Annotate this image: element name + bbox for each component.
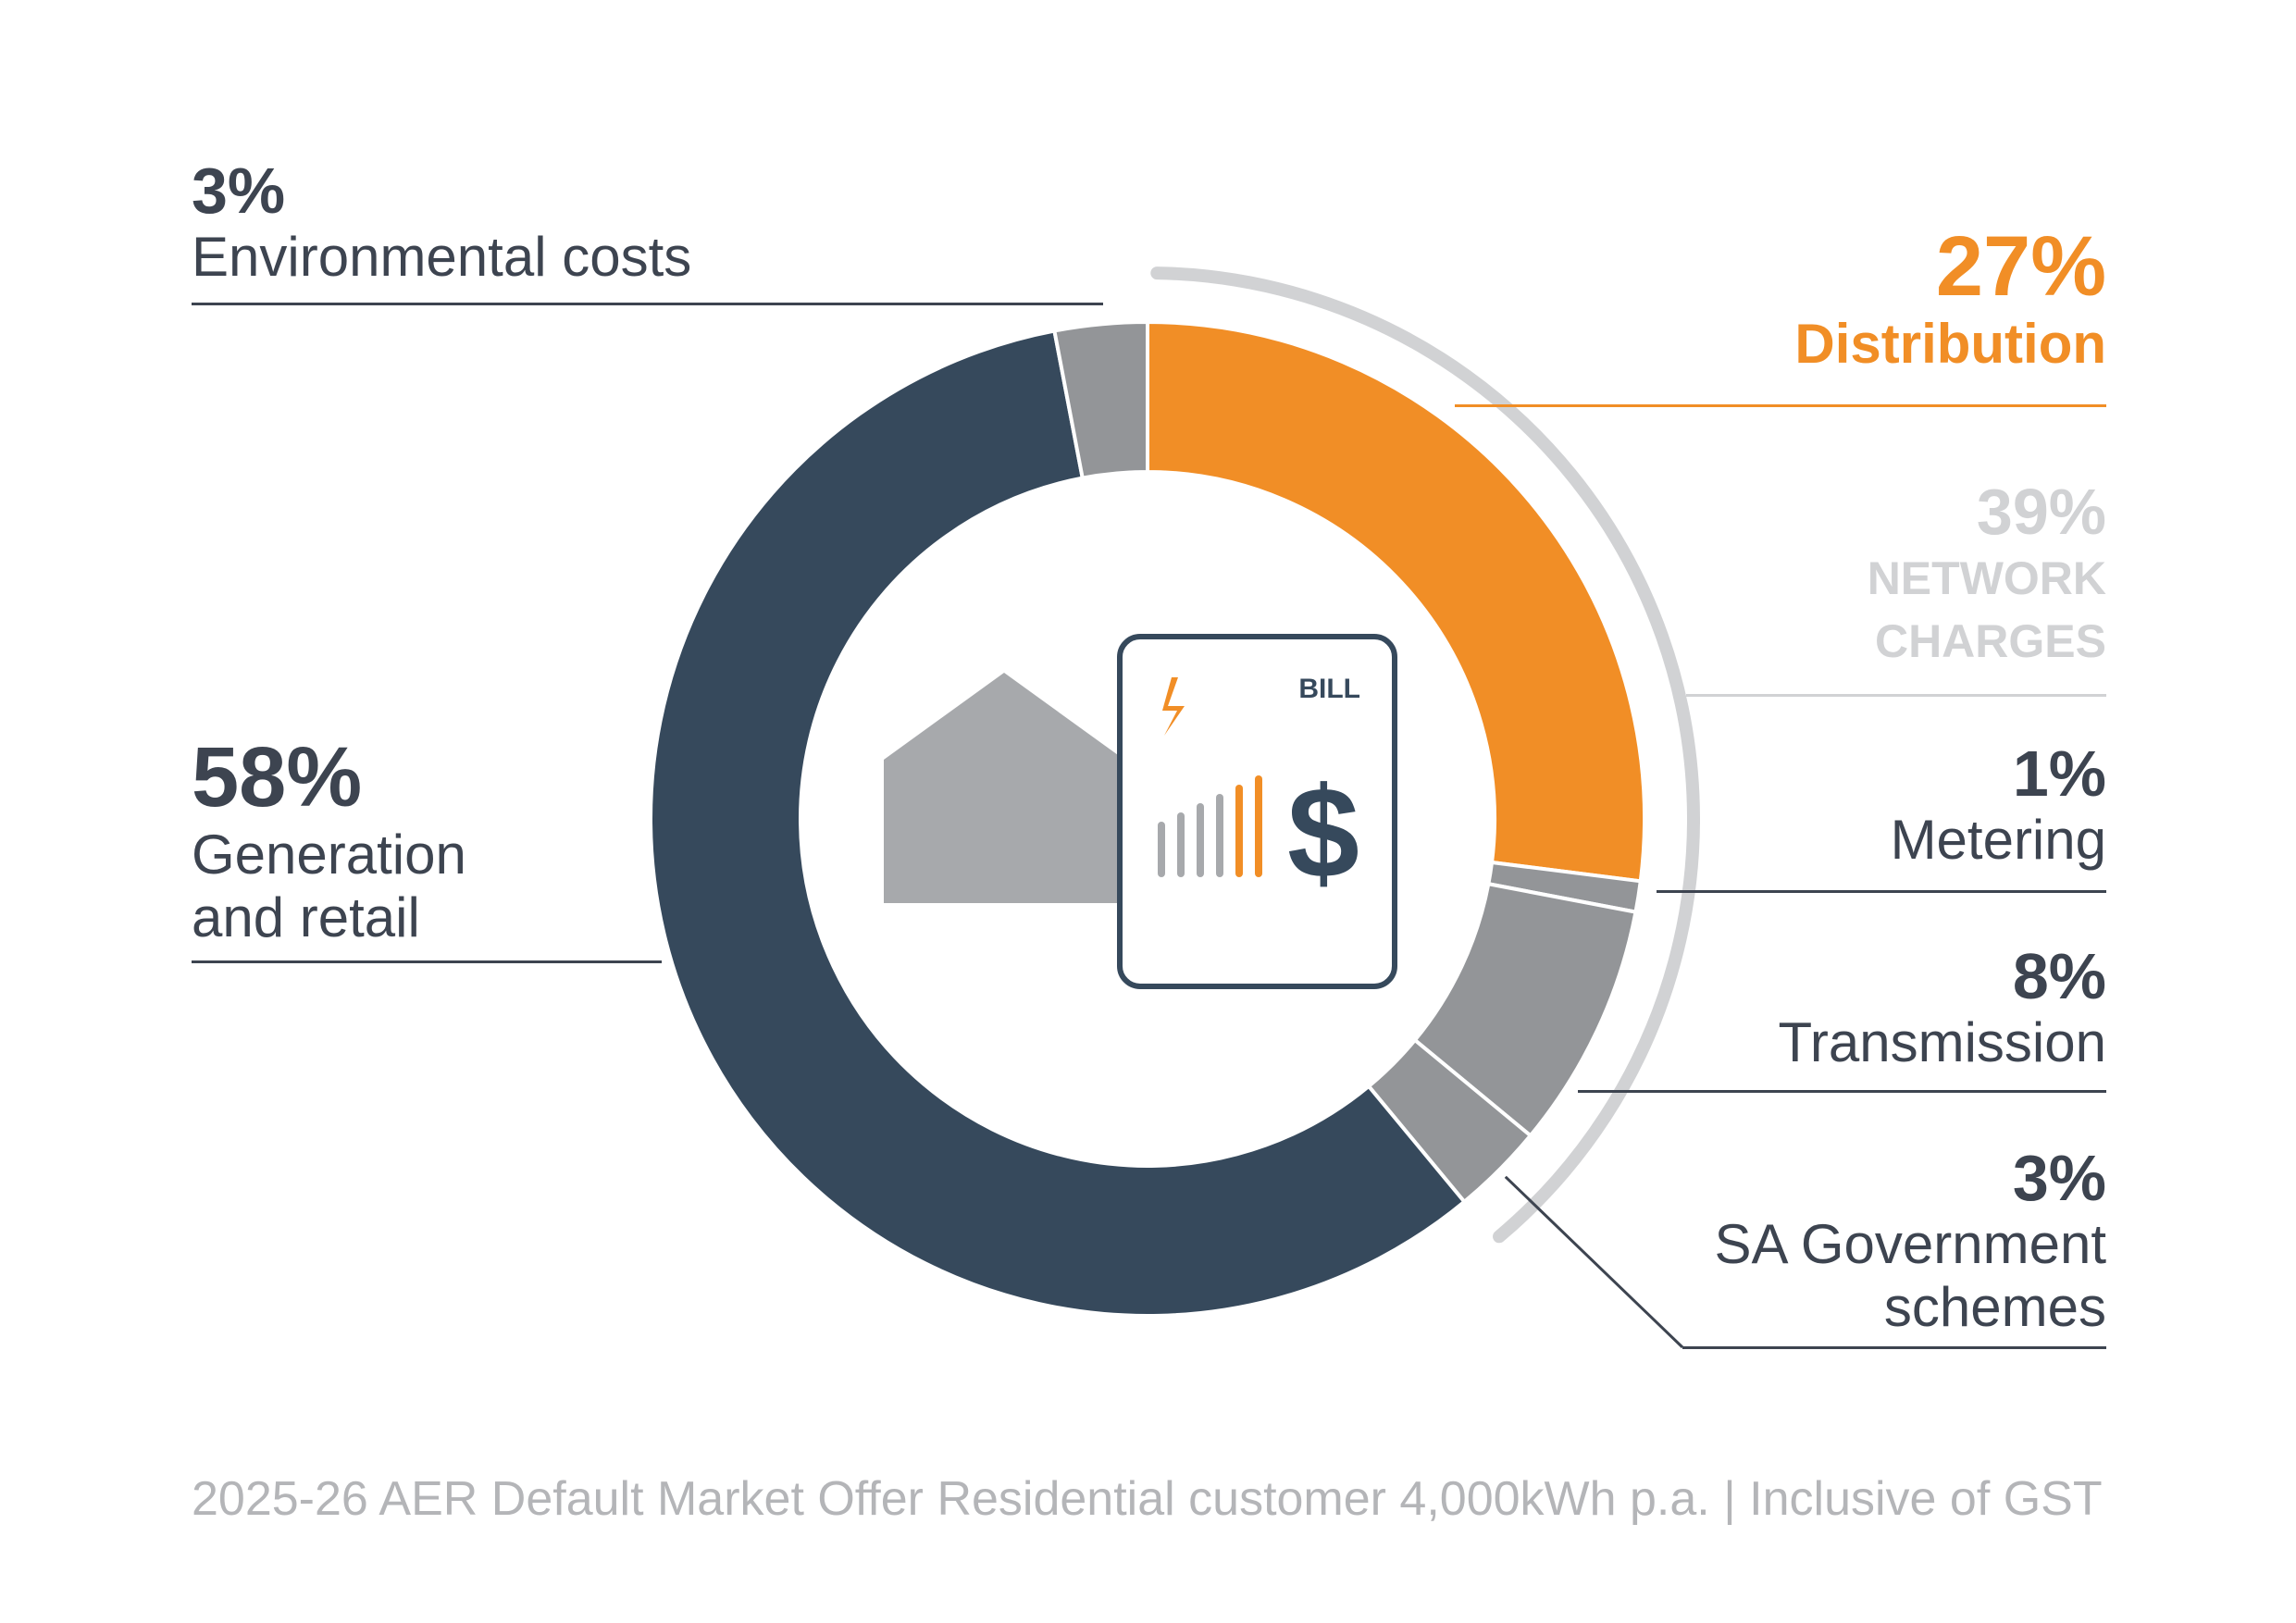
generation-retail-rule bbox=[192, 960, 662, 963]
transmission-rule bbox=[1578, 1090, 2106, 1093]
transmission-percent: 8% bbox=[2012, 940, 2106, 1012]
slice-distribution bbox=[1146, 319, 1646, 884]
metering-rule bbox=[1657, 890, 2106, 893]
label-distribution: 27% Distribution bbox=[1794, 220, 2106, 376]
label-generation-retail: 58% Generation and retail bbox=[192, 731, 466, 949]
transmission-name: Transmission bbox=[1778, 1011, 2106, 1073]
metering-name: Metering bbox=[1890, 809, 2106, 871]
environmental-costs-percent: 3% bbox=[192, 155, 286, 227]
sa-government-schemes-rule bbox=[1682, 1346, 2106, 1349]
sa-government-schemes-name-line1: SA Government bbox=[1714, 1213, 2106, 1275]
leader-lines bbox=[1504, 1175, 1684, 1349]
network-charges-bracket-arc bbox=[1150, 266, 1700, 1244]
network-charges-percent: 39% bbox=[1976, 476, 2106, 548]
bill-label: BILL bbox=[1298, 674, 1360, 704]
label-transmission: 8% Transmission bbox=[1778, 941, 2106, 1074]
sa-government-schemes-name-line2: schemes bbox=[1883, 1276, 2106, 1338]
label-metering: 1% Metering bbox=[1891, 738, 2106, 872]
footnote: 2025-26 AER Default Market Offer Residen… bbox=[192, 1472, 2103, 1526]
distribution-percent: 27% bbox=[1935, 219, 2106, 314]
generation-retail-name-line2: and retail bbox=[192, 886, 420, 948]
lightning-icon bbox=[1162, 677, 1185, 736]
house-icon bbox=[884, 673, 1124, 903]
label-network-charges: 39% NETWORK CHARGES bbox=[1868, 477, 2106, 673]
distribution-name: Distribution bbox=[1794, 313, 2106, 375]
slice-environmental-costs bbox=[1052, 319, 1149, 480]
distribution-rule bbox=[1455, 404, 2106, 407]
network-charges-line1: NETWORK bbox=[1867, 552, 2106, 604]
label-sa-government-schemes: 3% SA Government schemes bbox=[1714, 1143, 2106, 1339]
dollar-icon: $ bbox=[1287, 760, 1359, 905]
label-environmental-costs: 3% Environmental costs bbox=[192, 155, 691, 289]
environmental-costs-rule bbox=[192, 303, 1103, 305]
leader-sa-government-schemes bbox=[1504, 1175, 1684, 1349]
sa-government-schemes-percent: 3% bbox=[2012, 1142, 2106, 1214]
network-charges-rule bbox=[1686, 694, 2106, 697]
slice-generation-and-retail bbox=[649, 328, 1468, 1318]
generation-retail-name-line1: Generation bbox=[192, 824, 466, 886]
metering-percent: 1% bbox=[2012, 737, 2106, 810]
bar-graph-icon bbox=[1158, 775, 1262, 877]
network-charges-line2: CHARGES bbox=[1874, 615, 2106, 667]
donut-slices bbox=[649, 319, 1646, 1318]
house-bill-icon: BILL $ bbox=[884, 634, 1397, 989]
generation-retail-percent: 58% bbox=[192, 730, 363, 824]
environmental-costs-name: Environmental costs bbox=[192, 226, 692, 288]
